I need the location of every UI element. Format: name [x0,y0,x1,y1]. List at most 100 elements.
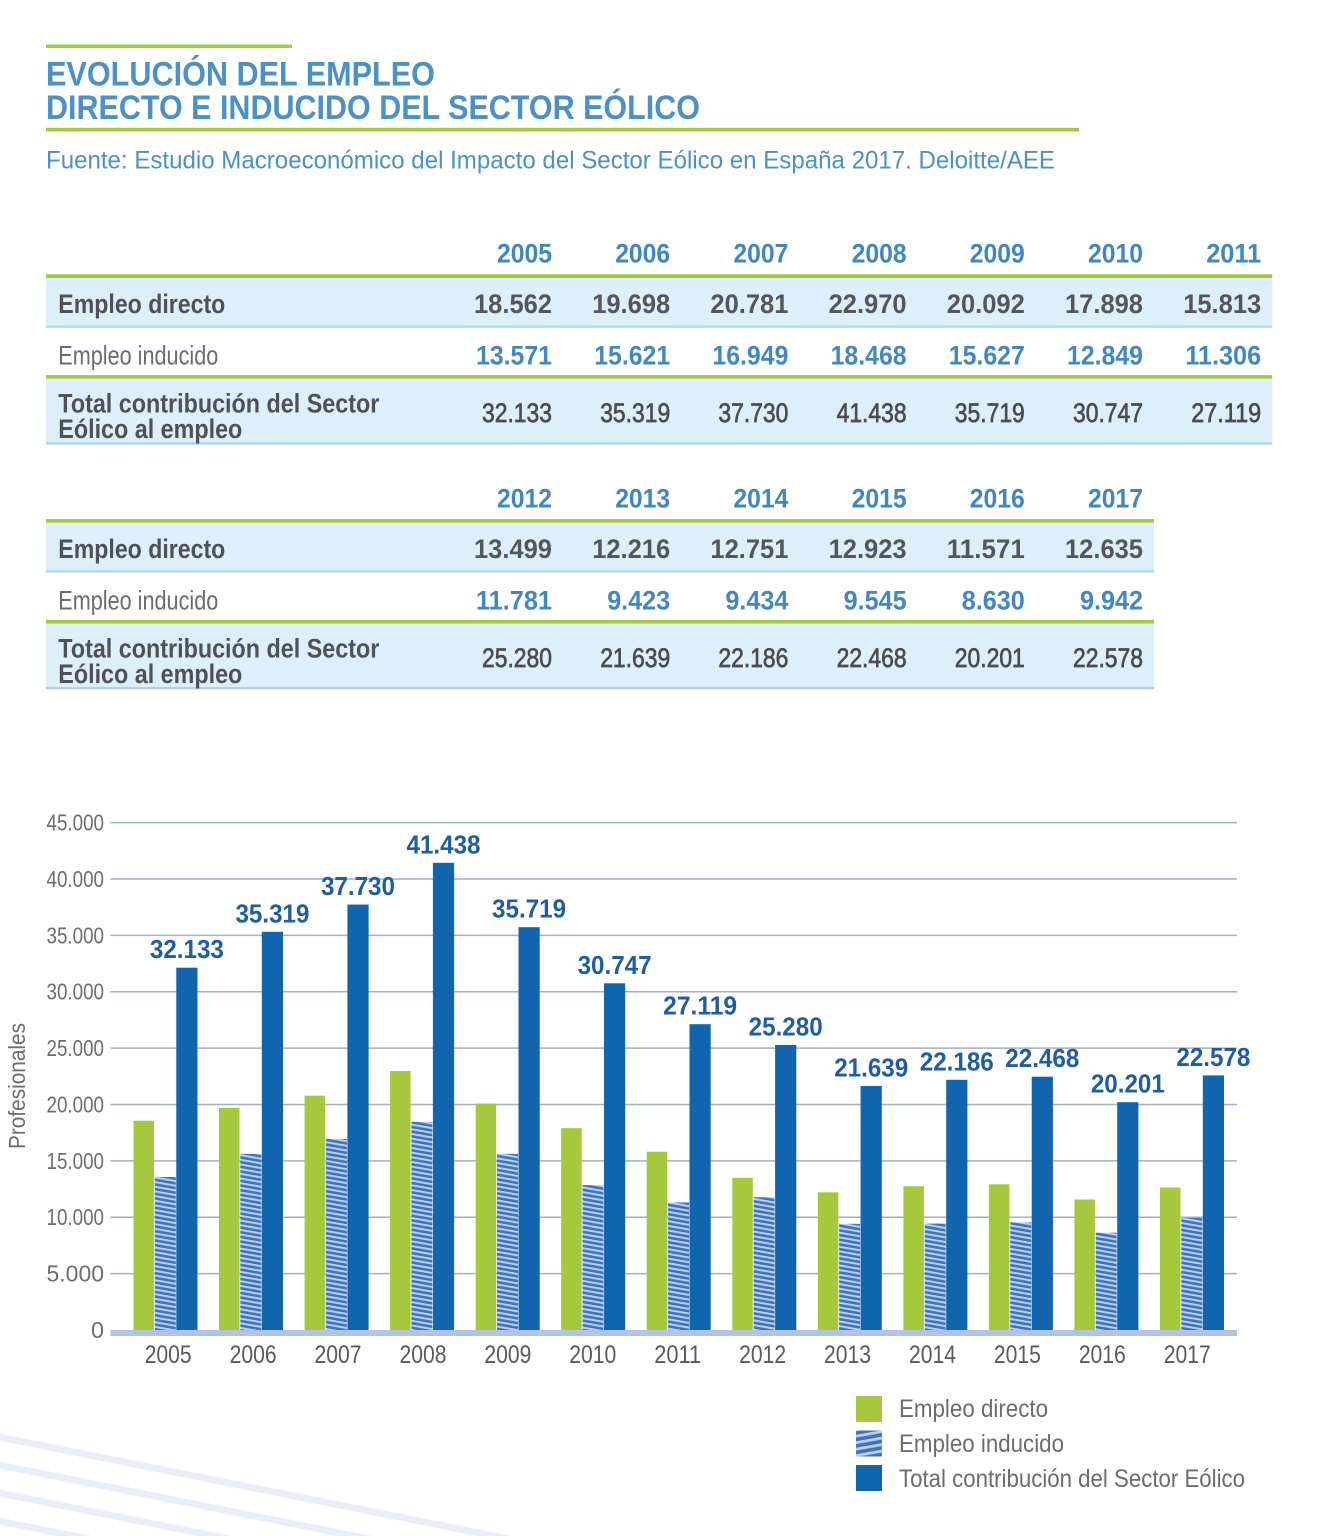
svg-text:11.571: 11.571 [947,534,1025,564]
svg-text:41.438: 41.438 [407,829,481,859]
svg-text:Eólico al empleo: Eólico al empleo [58,414,242,444]
svg-text:2009: 2009 [970,239,1025,269]
svg-text:2006: 2006 [230,1341,277,1369]
svg-text:Total contribución del Sector: Total contribución del Sector [58,634,379,664]
svg-text:11.781: 11.781 [476,586,552,616]
svg-text:9.423: 9.423 [607,586,670,616]
svg-text:12.216: 12.216 [592,534,670,564]
svg-text:2017: 2017 [1164,1341,1211,1369]
svg-text:2014: 2014 [909,1341,956,1369]
svg-text:EVOLUCIÓN DEL EMPLEO: EVOLUCIÓN DEL EMPLEO [46,56,435,94]
svg-text:17.898: 17.898 [1065,289,1143,319]
svg-text:2013: 2013 [824,1341,871,1369]
svg-text:37.730: 37.730 [321,871,395,901]
svg-text:2016: 2016 [970,483,1025,513]
svg-text:Empleo inducido: Empleo inducido [899,1430,1064,1458]
svg-text:2012: 2012 [739,1341,786,1369]
svg-text:15.813: 15.813 [1183,289,1261,319]
svg-text:15.621: 15.621 [594,341,670,371]
svg-text:2010: 2010 [569,1341,616,1369]
svg-text:30.747: 30.747 [1073,398,1143,428]
svg-text:Empleo directo: Empleo directo [58,289,225,319]
svg-text:20.092: 20.092 [947,289,1025,319]
svg-text:9.434: 9.434 [725,586,788,616]
svg-text:2013: 2013 [615,483,670,513]
svg-text:25.000: 25.000 [47,1035,105,1061]
svg-text:2007: 2007 [315,1341,362,1369]
svg-text:12.751: 12.751 [710,534,788,564]
svg-text:35.000: 35.000 [47,922,105,948]
svg-text:2008: 2008 [399,1341,446,1369]
svg-text:19.698: 19.698 [592,289,670,319]
svg-text:Empleo directo: Empleo directo [899,1395,1048,1423]
svg-text:2006: 2006 [615,239,670,269]
svg-text:35.319: 35.319 [235,898,309,928]
svg-text:Fuente: Estudio Macroeconómico: Fuente: Estudio Macroeconómico del Impac… [46,146,1055,174]
svg-text:0: 0 [91,1317,104,1343]
svg-text:8.630: 8.630 [962,586,1025,616]
svg-text:9.545: 9.545 [844,586,907,616]
svg-text:2007: 2007 [733,239,788,269]
svg-text:2011: 2011 [1206,239,1261,269]
svg-text:41.438: 41.438 [837,398,907,428]
svg-text:20.000: 20.000 [47,1091,105,1117]
svg-text:37.730: 37.730 [718,398,788,428]
svg-text:2008: 2008 [852,239,907,269]
svg-text:2011: 2011 [654,1341,701,1369]
svg-text:27.119: 27.119 [1191,398,1261,428]
svg-text:27.119: 27.119 [663,991,737,1021]
svg-text:Total contribución del Sector: Total contribución del Sector [58,389,379,419]
svg-text:13.499: 13.499 [474,534,552,564]
svg-text:2017: 2017 [1088,483,1143,513]
svg-text:21.639: 21.639 [600,643,670,673]
svg-text:18.562: 18.562 [474,289,552,319]
svg-text:22.468: 22.468 [1005,1043,1079,1073]
svg-text:35.719: 35.719 [492,894,566,924]
svg-text:2015: 2015 [994,1341,1041,1369]
svg-text:18.468: 18.468 [831,341,907,371]
svg-text:22.970: 22.970 [829,289,907,319]
svg-text:25.280: 25.280 [749,1011,823,1041]
svg-text:22.186: 22.186 [920,1046,994,1076]
svg-text:32.133: 32.133 [482,398,552,428]
svg-text:22.578: 22.578 [1176,1042,1250,1072]
svg-text:12.635: 12.635 [1065,534,1143,564]
svg-text:2015: 2015 [852,483,907,513]
svg-text:20.781: 20.781 [710,289,788,319]
svg-text:2009: 2009 [484,1341,531,1369]
svg-text:10.000: 10.000 [47,1204,105,1230]
svg-text:Empleo directo: Empleo directo [58,534,225,564]
svg-text:20.201: 20.201 [955,643,1025,673]
svg-text:12.923: 12.923 [829,534,907,564]
svg-text:2016: 2016 [1079,1341,1126,1369]
svg-text:35.319: 35.319 [600,398,670,428]
svg-text:22.468: 22.468 [837,643,907,673]
svg-text:2012: 2012 [497,483,552,513]
svg-text:15.000: 15.000 [47,1148,105,1174]
svg-text:25.280: 25.280 [482,643,552,673]
svg-text:2014: 2014 [733,483,788,513]
svg-text:13.571: 13.571 [476,341,552,371]
svg-text:Empleo inducido: Empleo inducido [58,341,218,371]
svg-text:22.578: 22.578 [1073,643,1143,673]
svg-text:35.719: 35.719 [955,398,1025,428]
svg-text:DIRECTO E INDUCIDO DEL SECTOR: DIRECTO E INDUCIDO DEL SECTOR EÓLICO [46,89,700,127]
svg-text:21.639: 21.639 [834,1053,908,1083]
svg-text:9.942: 9.942 [1080,586,1143,616]
svg-text:30.000: 30.000 [47,979,105,1005]
svg-text:22.186: 22.186 [718,643,788,673]
svg-text:Eólico al empleo: Eólico al empleo [58,659,242,689]
svg-text:2005: 2005 [497,239,552,269]
svg-text:20.201: 20.201 [1091,1069,1165,1099]
svg-text:11.306: 11.306 [1185,341,1261,371]
svg-text:2005: 2005 [145,1341,192,1369]
svg-text:16.949: 16.949 [712,341,788,371]
svg-text:Empleo inducido: Empleo inducido [58,586,218,616]
svg-text:15.627: 15.627 [949,341,1025,371]
svg-text:2010: 2010 [1088,239,1143,269]
svg-text:5.000: 5.000 [47,1261,105,1287]
svg-text:12.849: 12.849 [1067,341,1143,371]
svg-text:40.000: 40.000 [47,866,105,892]
svg-text:Profesionales: Profesionales [4,1023,30,1149]
svg-text:32.133: 32.133 [150,934,224,964]
